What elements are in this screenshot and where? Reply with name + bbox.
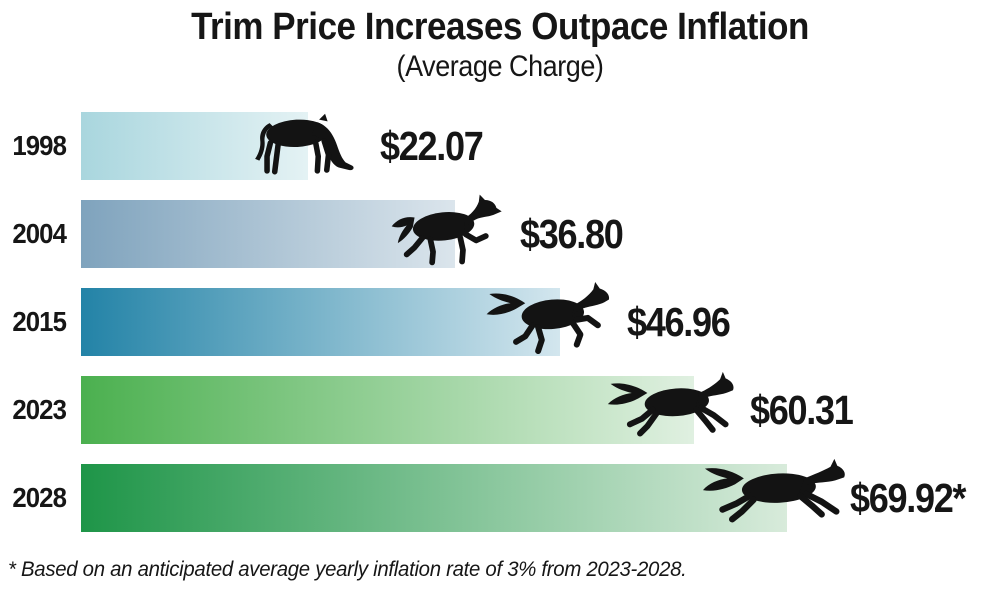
year-label: 2028 [12,482,67,513]
bar-2028 [81,464,787,532]
bar-2015 [81,288,560,356]
bar-2023 [81,376,694,444]
value-label: $46.96 [627,298,731,345]
chart-title: Trim Price Increases Outpace Inflation [191,6,809,48]
year-label: 2015 [12,306,67,337]
horse-galloping-icon [607,371,734,437]
value-label: $36.80 [520,210,624,257]
value-label: $22.07 [380,122,484,169]
year-label: 1998 [12,130,67,161]
value-label: $60.31 [750,386,854,433]
horse-trotting-icon [391,194,502,266]
bar-row-2028: 2028 $69.92* [0,458,1000,532]
value-label: $69.92* [850,474,966,521]
bar-2004 [81,200,455,268]
bar-row-2004: 2004 $36.80 [0,194,1000,268]
year-label: 2023 [12,394,67,425]
bar-row-2015: 2015 $46.96 [0,282,1000,356]
horse-galloping-stretched-icon [702,458,845,523]
chart-subtitle: (Average Charge) [396,50,604,83]
horse-cantering-icon [486,282,610,355]
year-label: 2004 [12,218,67,249]
bar-row-2023: 2023 $60.31 [0,371,1000,444]
bar-row-1998: 1998 $22.07 [0,112,1000,180]
horse-grazing-icon [255,113,354,175]
footnote: * Based on an anticipated average yearly… [8,558,687,581]
